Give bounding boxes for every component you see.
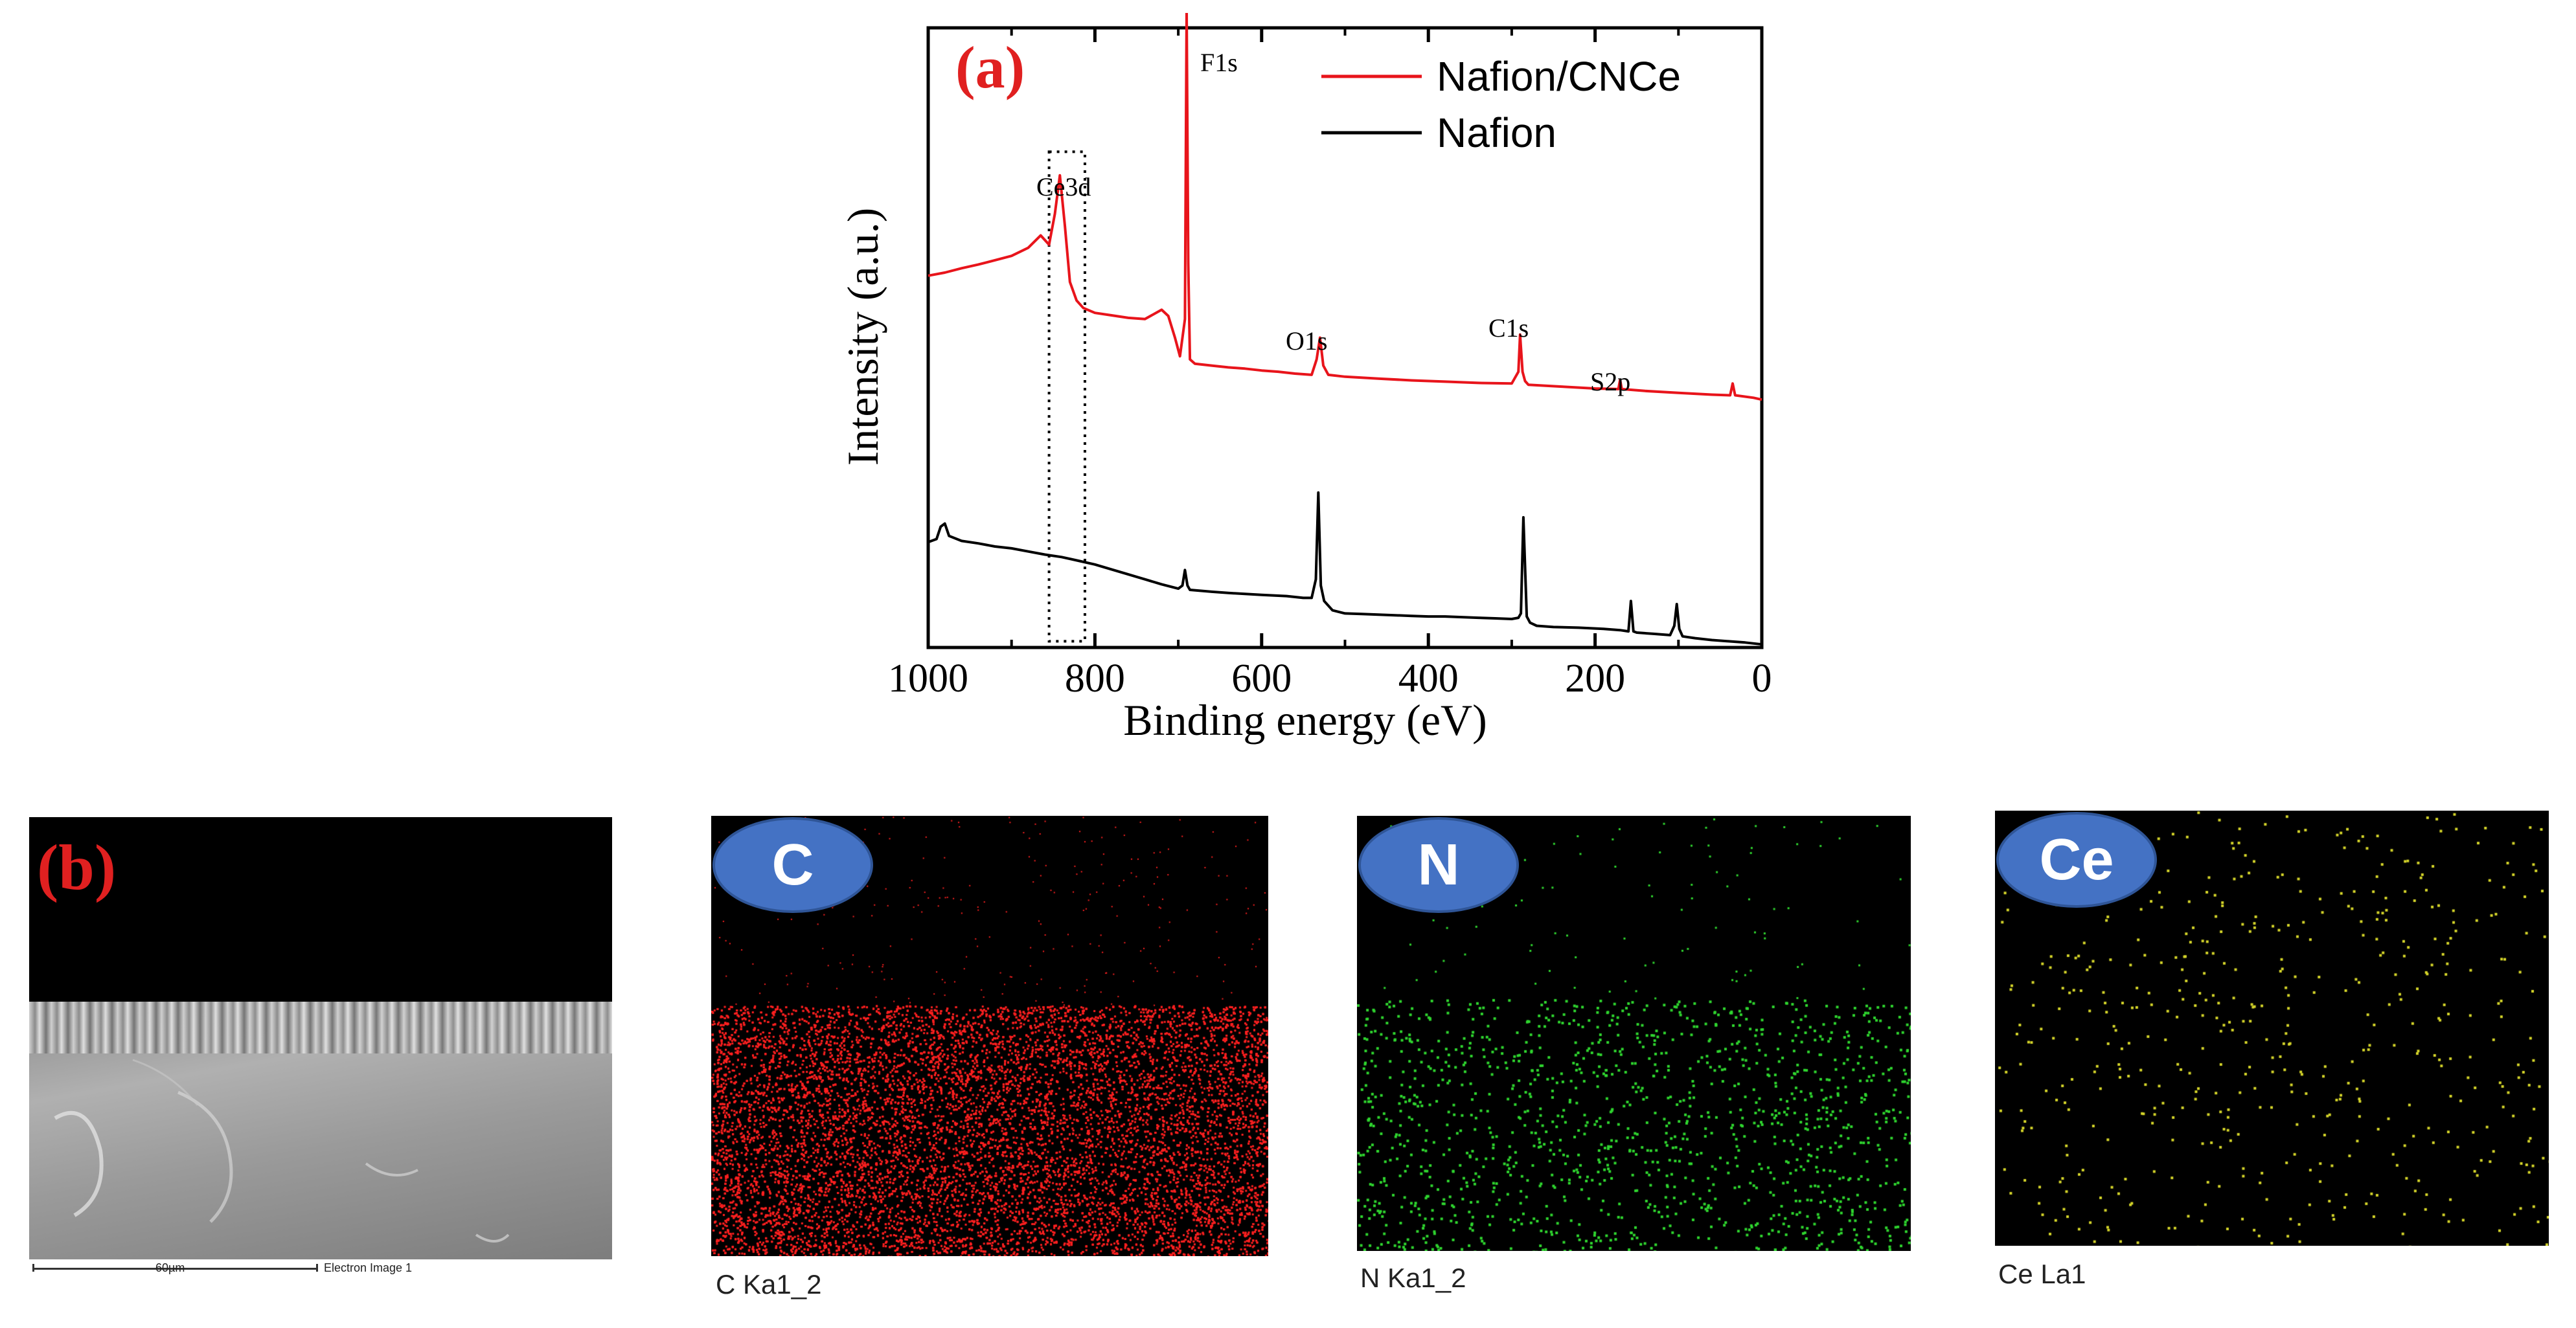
element-badge-nitrogen: N (1358, 817, 1519, 913)
series-line-nafion-cnce (928, 13, 1762, 401)
eds-caption-cerium: Ce La1 (1998, 1259, 2086, 1289)
legend-label-nafion: Nafion (1437, 109, 1556, 156)
series-line-nafion (928, 491, 1762, 646)
element-badge-cerium: Ce (1996, 812, 2157, 908)
panel-label-b: (b) (37, 831, 117, 903)
x-tick-label: 400 (1398, 657, 1459, 701)
scale-bar (32, 1268, 317, 1270)
eds-map-carbon: C (711, 816, 1268, 1256)
x-tick-label: 800 (1065, 657, 1125, 701)
eds-caption-nitrogen: N Ka1_2 (1360, 1263, 1466, 1293)
electron-image-label: Electron Image 1 (324, 1261, 413, 1274)
sem-image-panel: (b) 60µm Electron Image 1 (29, 817, 612, 1280)
eds-map-cerium: Ce (1995, 811, 2549, 1246)
x-axis-label: Binding energy (eV) (1123, 695, 1487, 745)
x-tick-label: 0 (1752, 657, 1772, 701)
legend-label-nafion-cnce: Nafion/CNCe (1437, 53, 1681, 100)
y-axis-label: Intensity (a.u.) (838, 208, 887, 466)
sem-image: (b) (29, 817, 612, 1259)
annotation-o1s: O1s (1286, 326, 1327, 355)
xps-survey-chart: 1000 800 600 400 200 0 (a) Binding energy (eV… (838, 13, 1772, 745)
annotation-s2p: S2p (1590, 367, 1630, 396)
eds-map-nitrogen: N (1357, 816, 1911, 1251)
x-tick-label: 200 (1565, 657, 1625, 701)
sem-fracture-edge (29, 1002, 612, 1053)
scale-bar-end-right (316, 1264, 318, 1272)
panel-label-a: (a) (955, 34, 1025, 100)
annotation-f1s: F1s (1200, 48, 1238, 77)
scale-bar-label: 60µm (155, 1261, 185, 1274)
annotation-c1s: C1s (1488, 313, 1529, 343)
eds-caption-carbon: C Ka1_2 (716, 1269, 822, 1300)
ce3d-dotted-box (1047, 150, 1086, 643)
x-tick-label: 600 (1231, 657, 1292, 701)
sem-surface-texture (54, 1059, 510, 1243)
legend: Nafion/CNCe Nafion (1321, 53, 1681, 156)
annotation-ce3d: Ce3d (1036, 172, 1091, 201)
scale-bar-end-left (32, 1264, 34, 1272)
x-tick-label: 1000 (888, 657, 968, 701)
element-badge-carbon: C (712, 817, 873, 913)
